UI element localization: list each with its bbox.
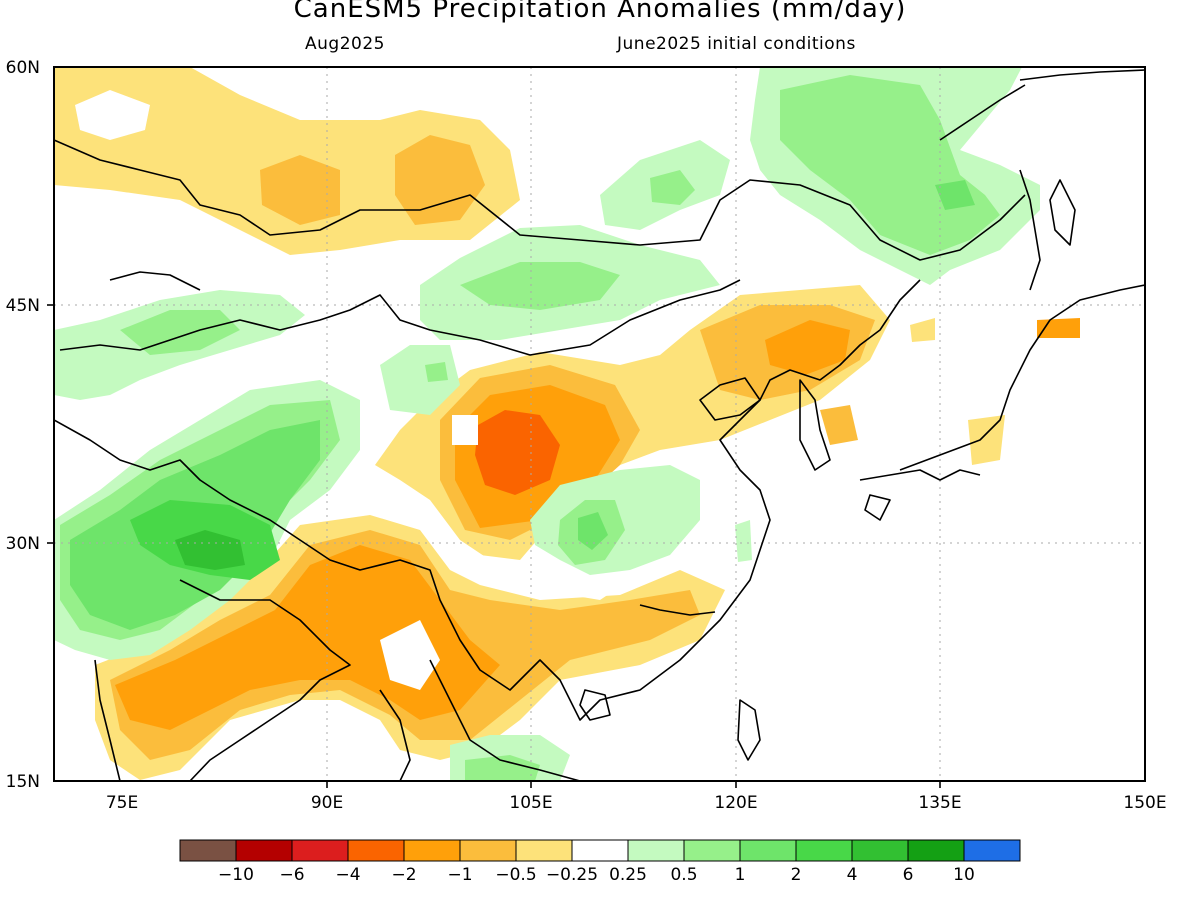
colorbar-swatch bbox=[683, 839, 741, 862]
colorbar-label: −0.5 bbox=[495, 865, 536, 885]
colorbar-swatch bbox=[347, 839, 405, 862]
wet-anomaly-region-west bbox=[54, 290, 360, 660]
colorbar-swatch bbox=[459, 839, 517, 862]
colorbar-swatch bbox=[235, 839, 293, 862]
colorbar-label: 6 bbox=[903, 865, 914, 885]
lon-label-75e: 75E bbox=[106, 793, 138, 813]
coastlines-and-borders bbox=[54, 69, 1145, 781]
colorbar-swatch bbox=[739, 839, 797, 862]
colorbar-label: 1 bbox=[735, 865, 746, 885]
dry-anomaly-region-north bbox=[54, 67, 520, 255]
colorbar: −10 −6 −4 −2 −1 −0.5 −0.25 0.25 0.5 1 2 4 6 10 bbox=[179, 839, 1021, 885]
colorbar-swatch bbox=[291, 839, 349, 862]
lat-label-45n: 45N bbox=[6, 296, 40, 316]
colorbar-label: −10 bbox=[218, 865, 254, 885]
colorbar-label: 4 bbox=[847, 865, 858, 885]
colorbar-label: −1 bbox=[447, 865, 472, 885]
colorbar-label: 2 bbox=[791, 865, 802, 885]
colorbar-label: −6 bbox=[279, 865, 304, 885]
colorbar-swatch bbox=[795, 839, 853, 862]
forecast-month: Aug2025 bbox=[305, 34, 385, 54]
anomaly-fields bbox=[54, 67, 1080, 781]
colorbar-swatch bbox=[851, 839, 909, 862]
lon-label-150e: 150E bbox=[1123, 793, 1166, 813]
colorbar-label: 0.5 bbox=[670, 865, 697, 885]
colorbar-swatch bbox=[907, 839, 965, 862]
axis-ticks bbox=[47, 304, 941, 788]
lon-label-105e: 105E bbox=[509, 793, 552, 813]
colorbar-label: 0.25 bbox=[609, 865, 647, 885]
lon-label-135e: 135E bbox=[918, 793, 961, 813]
colorbar-swatch bbox=[627, 839, 685, 862]
colorbar-label: 10 bbox=[953, 865, 975, 885]
colorbar-swatch bbox=[963, 839, 1021, 862]
lat-label-15n: 15N bbox=[6, 772, 40, 792]
lat-label-60n: 60N bbox=[6, 58, 40, 78]
map-title: CanESM5 Precipitation Anomalies (mm/day) bbox=[293, 0, 907, 24]
colorbar-swatch bbox=[403, 839, 461, 862]
lon-label-120e: 120E bbox=[714, 793, 757, 813]
map-frame bbox=[53, 66, 1146, 782]
colorbar-swatch bbox=[571, 839, 629, 862]
lon-label-90e: 90E bbox=[311, 793, 343, 813]
colorbar-swatch bbox=[515, 839, 573, 862]
colorbar-label: −4 bbox=[335, 865, 360, 885]
lat-label-30n: 30N bbox=[6, 534, 40, 554]
colorbar-label: −2 bbox=[391, 865, 416, 885]
wet-anomaly-region-mongolia bbox=[380, 225, 720, 415]
colorbar-label: −0.25 bbox=[546, 865, 598, 885]
dry-anomaly-region-central bbox=[375, 285, 890, 560]
colorbar-swatch bbox=[179, 839, 237, 862]
initial-conditions-label: June2025 initial conditions bbox=[617, 34, 856, 54]
wet-anomaly-region-southchina bbox=[450, 465, 752, 781]
